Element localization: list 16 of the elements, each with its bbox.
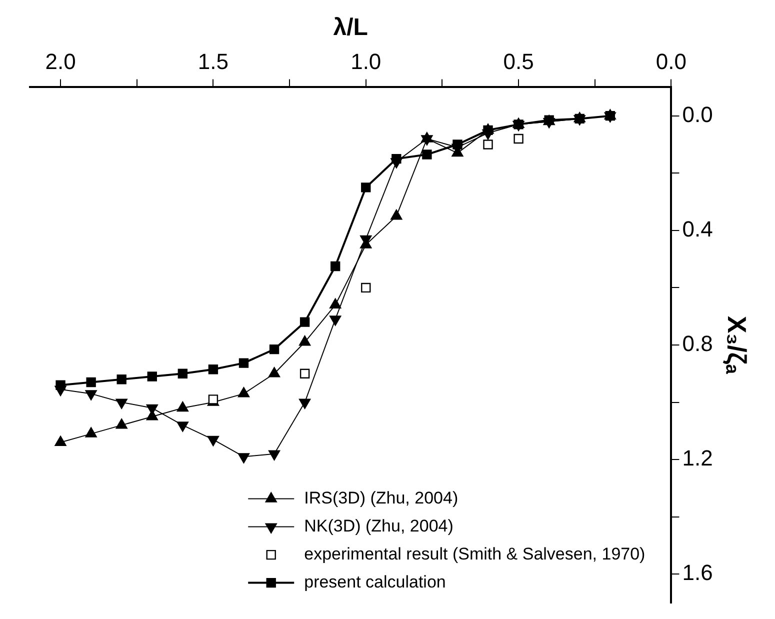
y-tick-label: 1.2 [682,446,713,471]
x-tick-label: 1.0 [350,49,382,74]
legend-label: experimental result (Smith & Salvesen, 1970) [304,544,646,564]
x-tick-label: 0.0 [656,49,687,74]
legend-label: IRS(3D) (Zhu, 2004) [304,488,458,508]
legend-label: NK(3D) (Zhu, 2004) [304,516,454,536]
x-tick-label: 2.0 [45,49,76,74]
legend-label: present calculation [304,572,446,592]
y-tick-label: 0.0 [682,102,713,127]
y-axis-title: X₃/ζₐ [722,316,752,374]
x-axis-title: λ/L [333,14,368,42]
x-tick-label: 1.5 [198,49,228,74]
y-tick-label: 1.6 [682,560,713,586]
y-tick-label: 0.8 [682,331,713,356]
y-tick-label: 0.4 [682,216,713,242]
x-tick-label: 0.5 [503,49,534,74]
